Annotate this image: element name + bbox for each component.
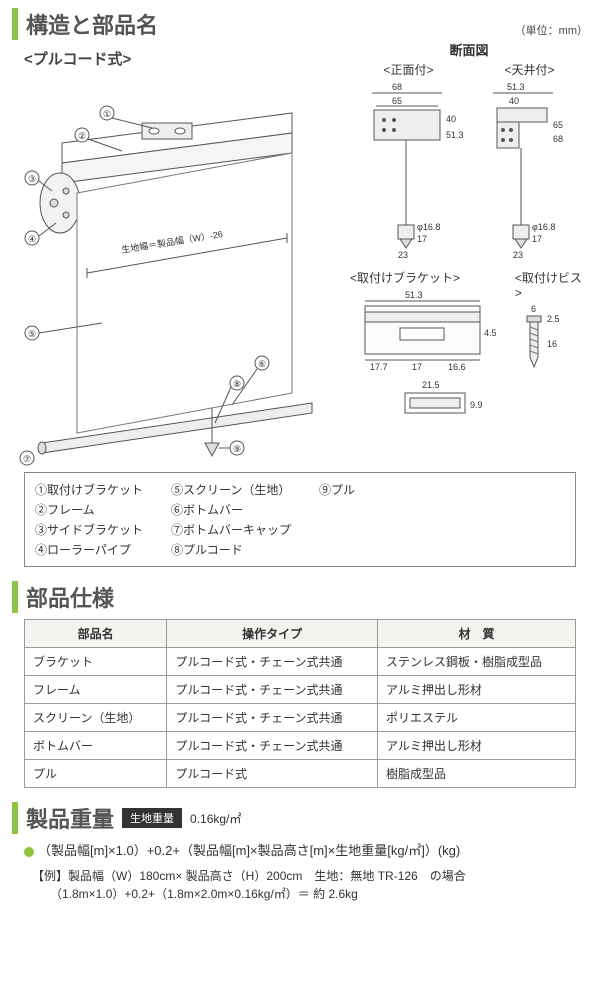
svg-text:①: ①	[103, 109, 111, 119]
legend-item: ⑧プルコード	[171, 541, 291, 558]
spec-header: 操作タイプ	[167, 620, 378, 648]
weight-formula: （製品幅[m]×1.0）+0.2+（製品幅[m]×製品高さ[m]×生地重量[kg…	[24, 840, 576, 859]
legend-item: ⑥ボトムバー	[171, 501, 291, 518]
table-cell: プルコード式・チェーン式共通	[167, 704, 378, 732]
svg-text:23: 23	[398, 250, 408, 260]
pullcord-subtitle: <プルコード式>	[24, 48, 342, 69]
parts-legend: ①取付けブラケット ②フレーム ③サイドブラケット ④ローラーパイプ ⑤スクリーン（生…	[24, 472, 576, 567]
svg-text:51.3: 51.3	[507, 82, 525, 92]
svg-text:65: 65	[392, 96, 402, 106]
table-row: ブラケットプルコード式・チェーン式共通ステンレス鋼板・樹脂成型品	[25, 648, 576, 676]
legend-col-3: ⑨プル	[319, 481, 355, 558]
ceiling-mount-diagram: 51.3 40 65 68 φ16.8 17 23	[475, 80, 585, 260]
dimension-panels: 断面図 <正面付> 68 65 40 51.3 φ16.8	[350, 44, 588, 464]
weight-example: 【例】製品幅（W）180cm× 製品高さ（H）200cm 生地：無地 TR-12…	[32, 867, 568, 903]
svg-text:51.3: 51.3	[446, 130, 464, 140]
table-cell: プルコード式・チェーン式共通	[167, 648, 378, 676]
svg-text:40: 40	[446, 114, 456, 124]
fabric-weight-label: 生地重量	[122, 808, 182, 828]
svg-text:6: 6	[531, 304, 536, 314]
legend-item: ⑦ボトムバーキャップ	[171, 521, 291, 538]
legend-item: ①取付けブラケット	[35, 481, 143, 498]
front-mount-diagram: 68 65 40 51.3 φ16.8 17 23	[354, 80, 464, 260]
table-cell: プルコード式・チェーン式共通	[167, 732, 378, 760]
legend-col-2: ⑤スクリーン（生地） ⑥ボトムバー ⑦ボトムバーキャップ ⑧プルコード	[171, 481, 291, 558]
table-cell: プルコード式	[167, 760, 378, 788]
svg-text:65: 65	[553, 120, 563, 130]
spec-table: 部品名操作タイプ材 質 ブラケットプルコード式・チェーン式共通ステンレス鋼板・樹…	[24, 619, 576, 788]
svg-text:φ16.8: φ16.8	[532, 222, 555, 232]
svg-text:9.9: 9.9	[470, 400, 483, 410]
svg-text:51.3: 51.3	[405, 290, 423, 300]
svg-text:16: 16	[547, 339, 557, 349]
legend-item: ②フレーム	[35, 501, 143, 518]
table-row: ボトムバープルコード式・チェーン式共通アルミ押出し形材	[25, 732, 576, 760]
fabric-weight-value: 0.16kg/㎡	[190, 810, 241, 827]
svg-text:17.7: 17.7	[370, 362, 388, 372]
svg-text:2.5: 2.5	[547, 314, 560, 324]
spec-header: 材 質	[378, 620, 576, 648]
roller-screen-drawing: 生地幅＝製品幅（W）-26 ① ② ③ ④ ⑤ ⑥ ⑦ ⑧ ⑨	[12, 73, 342, 473]
svg-text:4.5: 4.5	[484, 328, 497, 338]
svg-text:⑦: ⑦	[23, 454, 31, 464]
svg-text:φ16.8: φ16.8	[417, 222, 440, 232]
table-cell: ステンレス鋼板・樹脂成型品	[378, 648, 576, 676]
svg-text:17: 17	[412, 362, 422, 372]
table-cell: ボトムバー	[25, 732, 167, 760]
svg-text:⑨: ⑨	[233, 444, 241, 454]
table-cell: 樹脂成型品	[378, 760, 576, 788]
table-cell: スクリーン（生地）	[25, 704, 167, 732]
svg-text:②: ②	[78, 131, 86, 141]
table-row: プルプルコード式樹脂成型品	[25, 760, 576, 788]
section-title-spec: 部品仕様	[12, 581, 588, 613]
svg-text:⑥: ⑥	[258, 359, 266, 369]
svg-text:③: ③	[28, 174, 36, 184]
legend-item: ⑤スクリーン（生地）	[171, 481, 291, 498]
svg-text:16.6: 16.6	[448, 362, 466, 372]
svg-text:68: 68	[392, 82, 402, 92]
bullet-icon	[24, 847, 34, 857]
table-cell: プルコード式・チェーン式共通	[167, 676, 378, 704]
svg-text:④: ④	[28, 234, 36, 244]
screw-diagram: 6 2.5 16	[515, 302, 575, 392]
front-mount-label: <正面付>	[350, 61, 467, 78]
svg-text:⑧: ⑧	[233, 379, 241, 389]
legend-item: ④ローラーパイプ	[35, 541, 143, 558]
svg-text:68: 68	[553, 134, 563, 144]
bracket-diagram: 51.3 4.5 17.7 17 16.6 21.5 9.9	[350, 288, 500, 428]
table-cell: プル	[25, 760, 167, 788]
legend-item: ③サイドブラケット	[35, 521, 143, 538]
legend-item: ⑨プル	[319, 481, 355, 498]
svg-text:21.5: 21.5	[422, 380, 440, 390]
table-cell: アルミ押出し形材	[378, 676, 576, 704]
crosssection-title: 断面図	[350, 40, 588, 59]
svg-text:17: 17	[417, 234, 427, 244]
ceiling-mount-label: <天井付>	[471, 61, 588, 78]
section-title-weight: 製品重量	[12, 802, 114, 834]
table-cell: フレーム	[25, 676, 167, 704]
table-cell: ブラケット	[25, 648, 167, 676]
table-cell: アルミ押出し形材	[378, 732, 576, 760]
spec-header: 部品名	[25, 620, 167, 648]
svg-text:17: 17	[532, 234, 542, 244]
table-row: フレームプルコード式・チェーン式共通アルミ押出し形材	[25, 676, 576, 704]
legend-col-1: ①取付けブラケット ②フレーム ③サイドブラケット ④ローラーパイプ	[35, 481, 143, 558]
svg-text:40: 40	[509, 96, 519, 106]
top-diagram-row: <プルコード式> 生地幅＝製品幅（W）-2	[12, 44, 588, 464]
table-row: スクリーン（生地）プルコード式・チェーン式共通ポリエステル	[25, 704, 576, 732]
bracket-label: <取付けブラケット>	[350, 269, 511, 286]
svg-text:⑤: ⑤	[28, 329, 36, 339]
table-cell: ポリエステル	[378, 704, 576, 732]
screw-label: <取付けビス>	[515, 269, 588, 300]
main-diagram: <プルコード式> 生地幅＝製品幅（W）-2	[12, 44, 342, 464]
svg-text:23: 23	[513, 250, 523, 260]
